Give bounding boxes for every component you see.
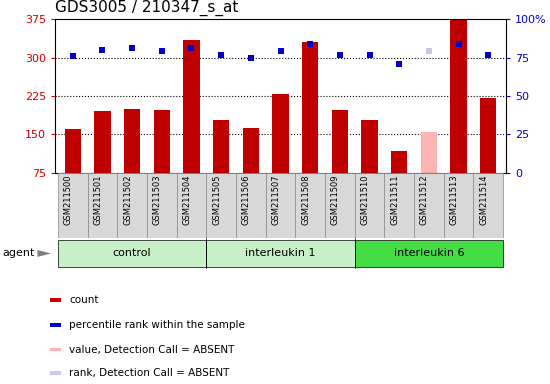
Bar bbox=[206, 240, 355, 267]
Text: count: count bbox=[69, 295, 99, 305]
Bar bbox=[332, 110, 348, 173]
Bar bbox=[213, 120, 229, 173]
Text: agent: agent bbox=[3, 248, 35, 258]
Bar bbox=[355, 240, 503, 267]
Bar bbox=[153, 110, 170, 173]
Text: GSM211504: GSM211504 bbox=[183, 175, 191, 225]
Text: rank, Detection Call = ABSENT: rank, Detection Call = ABSENT bbox=[69, 368, 230, 378]
Text: GSM211509: GSM211509 bbox=[331, 175, 340, 225]
Polygon shape bbox=[37, 250, 51, 257]
Text: GSM211503: GSM211503 bbox=[153, 175, 162, 225]
Bar bbox=[414, 173, 444, 238]
Bar bbox=[58, 240, 206, 267]
Bar bbox=[421, 132, 437, 173]
Text: GSM211500: GSM211500 bbox=[64, 175, 73, 225]
Bar bbox=[266, 173, 295, 238]
Bar bbox=[50, 298, 61, 302]
Text: GSM211512: GSM211512 bbox=[420, 175, 429, 225]
Bar bbox=[124, 109, 140, 173]
Bar bbox=[177, 173, 206, 238]
Bar bbox=[384, 173, 414, 238]
Bar bbox=[206, 173, 236, 238]
Text: GSM211507: GSM211507 bbox=[272, 175, 280, 225]
Bar bbox=[272, 94, 289, 173]
Bar bbox=[480, 98, 496, 173]
Bar bbox=[183, 40, 200, 173]
Bar bbox=[325, 173, 355, 238]
Bar bbox=[87, 173, 117, 238]
Text: percentile rank within the sample: percentile rank within the sample bbox=[69, 320, 245, 330]
Bar bbox=[58, 173, 87, 238]
Bar bbox=[444, 173, 474, 238]
Bar bbox=[295, 173, 325, 238]
Bar bbox=[474, 173, 503, 238]
Bar bbox=[50, 371, 61, 375]
Text: GSM211501: GSM211501 bbox=[94, 175, 102, 225]
Bar bbox=[302, 42, 318, 173]
Bar bbox=[65, 129, 81, 173]
Text: GSM211505: GSM211505 bbox=[212, 175, 221, 225]
Text: GSM211508: GSM211508 bbox=[301, 175, 310, 225]
Bar bbox=[243, 128, 259, 173]
Bar bbox=[147, 173, 177, 238]
Bar bbox=[361, 120, 378, 173]
Text: GSM211510: GSM211510 bbox=[360, 175, 370, 225]
Text: GSM211506: GSM211506 bbox=[242, 175, 251, 225]
Text: value, Detection Call = ABSENT: value, Detection Call = ABSENT bbox=[69, 344, 235, 354]
Bar bbox=[94, 111, 111, 173]
Text: control: control bbox=[113, 248, 151, 258]
Bar bbox=[236, 173, 266, 238]
Bar bbox=[117, 173, 147, 238]
Text: GSM211511: GSM211511 bbox=[390, 175, 399, 225]
Bar bbox=[50, 323, 61, 327]
Bar bbox=[450, 19, 467, 173]
Text: interleukin 1: interleukin 1 bbox=[245, 248, 316, 258]
Bar bbox=[50, 348, 61, 351]
Text: GDS3005 / 210347_s_at: GDS3005 / 210347_s_at bbox=[55, 0, 238, 17]
Bar bbox=[391, 151, 408, 173]
Bar bbox=[355, 173, 384, 238]
Text: GSM211514: GSM211514 bbox=[479, 175, 488, 225]
Text: interleukin 6: interleukin 6 bbox=[394, 248, 464, 258]
Text: GSM211513: GSM211513 bbox=[449, 175, 459, 225]
Text: GSM211502: GSM211502 bbox=[123, 175, 132, 225]
